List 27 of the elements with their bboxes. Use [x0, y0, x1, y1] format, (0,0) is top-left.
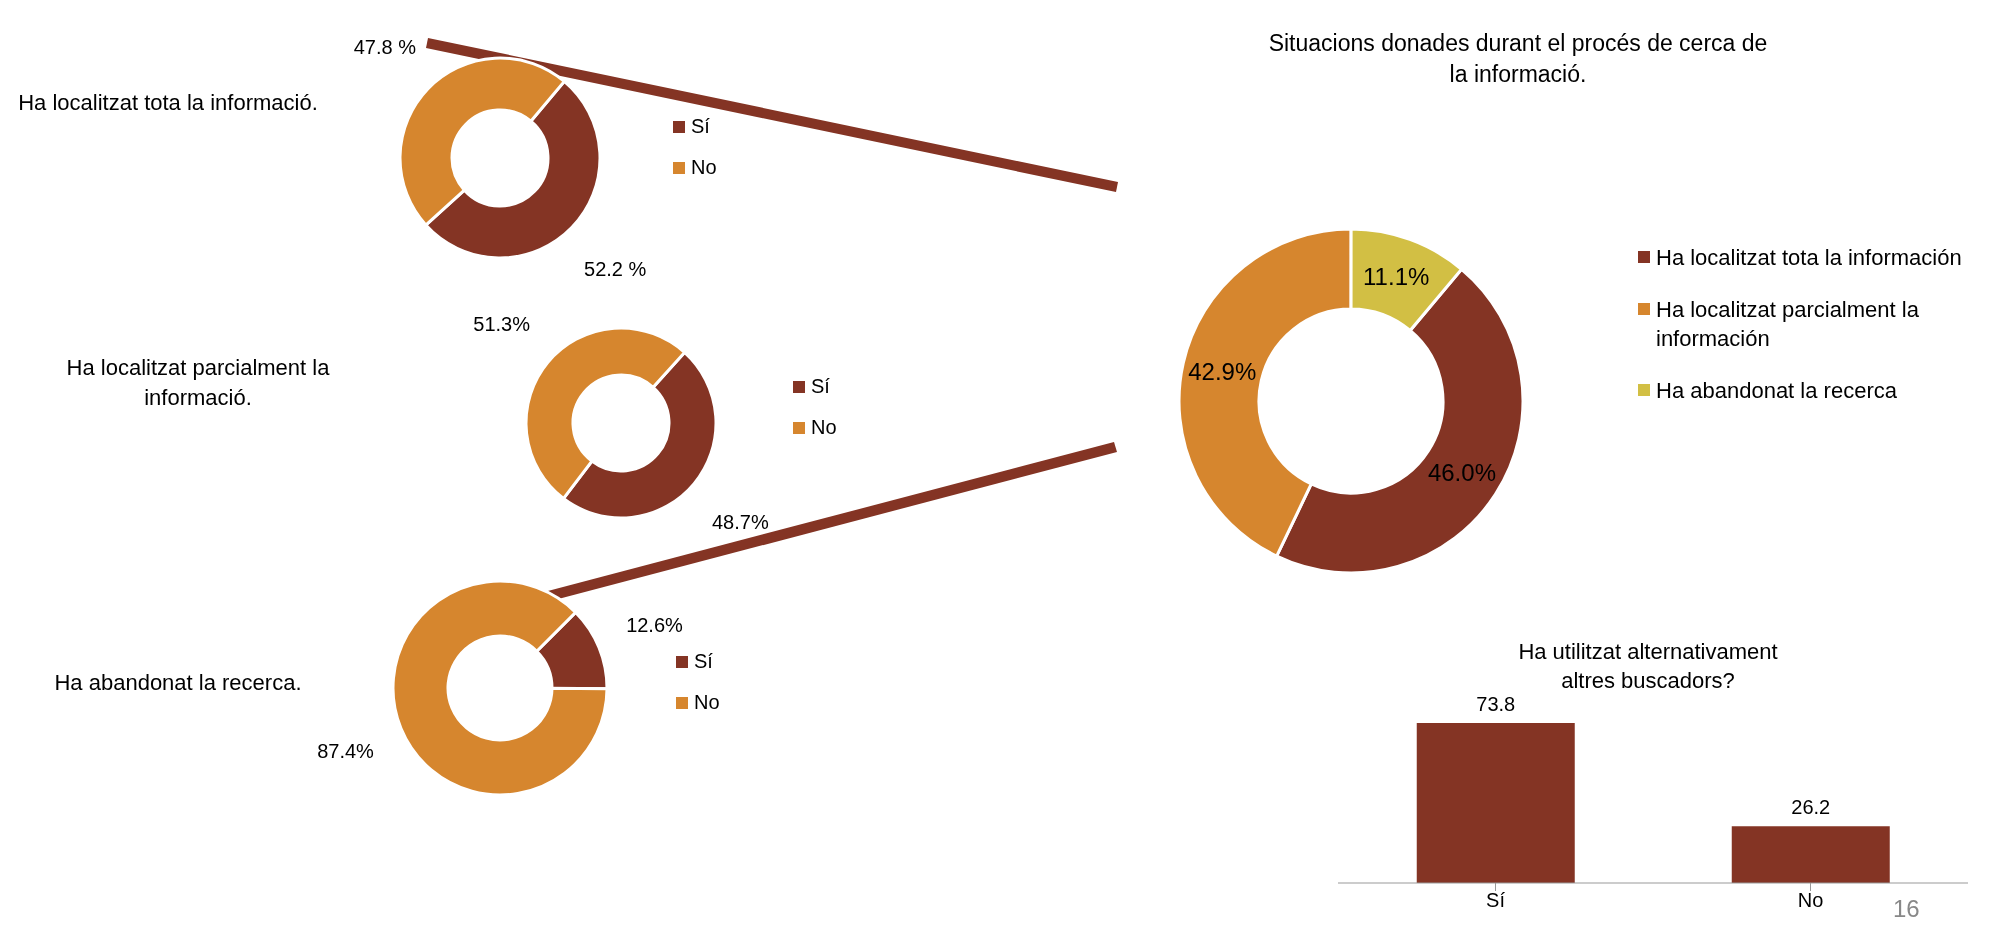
text: Ha localitzat parcialment la informació. [65, 354, 331, 412]
data-label: 46.0% [1427, 459, 1496, 487]
data-label: 47.8 % [353, 35, 417, 58]
chart-title: Ha utilitzat alternativament altres buscadors? [1518, 639, 1778, 693]
legend-label: No [811, 415, 837, 440]
legend-label: Ha localitzat parcialment la información [1656, 295, 1920, 354]
text: 16 [1893, 895, 1920, 923]
data-label: 42.9% [1188, 358, 1257, 386]
donut-slice [391, 579, 609, 797]
legend-label: Ha localitzat tota la información [1656, 244, 1962, 272]
text: Ha localitzat tota la informació. [18, 89, 318, 117]
chart-title: Situacions donades durant el procés de cerca de la informació. [1268, 29, 1768, 90]
data-label: 26.2 [1791, 796, 1831, 819]
legend-label: Sí [694, 649, 713, 674]
data-label: 87.4% [317, 740, 375, 763]
data-label: 11.1% [1363, 263, 1430, 291]
data-label: 52.2 % [584, 258, 647, 281]
legend-label: Sí [811, 374, 830, 399]
data-label: 48.7% [711, 510, 769, 533]
data-label: 51.3% [473, 313, 531, 336]
legend-label: No [694, 690, 720, 715]
legend-label: Ha abandonat la recerca [1656, 377, 1897, 406]
data-label: 73.8 [1476, 693, 1516, 715]
legend-label: Sí [691, 114, 710, 139]
text: Ha abandonat la recerca. [53, 669, 303, 697]
legend-label: No [691, 155, 717, 180]
data-label: 12.6% [626, 613, 684, 636]
